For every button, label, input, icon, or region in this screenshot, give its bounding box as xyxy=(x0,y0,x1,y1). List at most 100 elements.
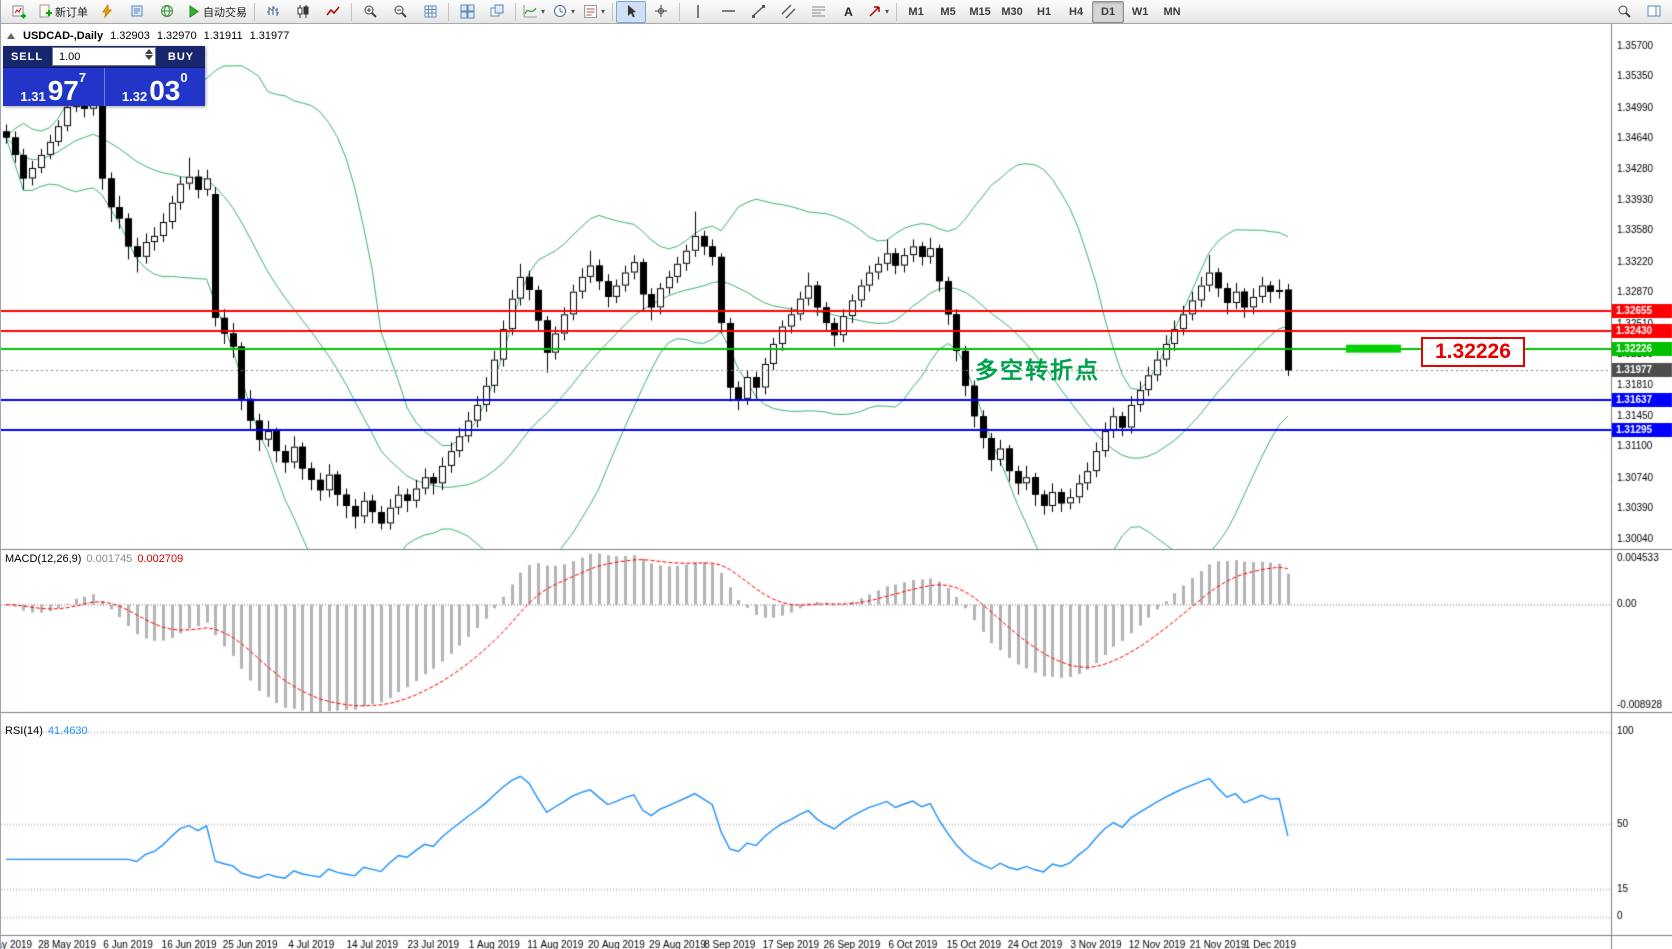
candlestick-chart-button[interactable] xyxy=(288,1,318,23)
line-chart-button[interactable] xyxy=(318,1,348,23)
caret-down-icon: ▾ xyxy=(541,7,546,16)
tf-m30-button-label: M30 xyxy=(1001,5,1023,18)
clock-icon xyxy=(553,4,568,19)
volume-stepper[interactable] xyxy=(145,49,153,60)
vline-icon xyxy=(691,4,706,19)
templates-button[interactable]: ▾ xyxy=(579,1,609,23)
channel-icon xyxy=(781,4,796,19)
tile-windows-button[interactable] xyxy=(452,1,482,23)
tf-mn-button[interactable]: MN xyxy=(1156,1,1188,23)
caret-down-icon: ▾ xyxy=(885,7,890,16)
cursor-button[interactable] xyxy=(616,0,647,23)
horizontal-line-button[interactable] xyxy=(713,1,743,23)
toolbar-right-group xyxy=(1609,1,1669,23)
tf-w1-button[interactable]: W1 xyxy=(1124,1,1156,23)
periods-button[interactable]: ▾ xyxy=(549,1,579,23)
search-icon xyxy=(1617,4,1632,19)
zoom-in-icon xyxy=(363,4,378,19)
sell-price-sup: 7 xyxy=(78,70,87,85)
line-chart-icon xyxy=(325,4,341,19)
caret-down-icon: ▾ xyxy=(571,7,576,16)
autotrading-button[interactable]: 自动交易 xyxy=(182,1,251,23)
ohlc-high: 1.32970 xyxy=(156,30,197,42)
lightning-icon xyxy=(100,4,115,19)
turning-point-annotation[interactable]: 多空转折点 xyxy=(975,357,1100,383)
buy-price[interactable]: 1.32 03 0 xyxy=(105,68,206,106)
rsi-name: RSI(14) xyxy=(5,725,43,737)
tf-m15-button[interactable]: M15 xyxy=(964,1,996,23)
sell-price-small: 1.31 xyxy=(20,89,46,104)
autotrading-button-label: 自动交易 xyxy=(203,6,247,19)
fullscreen-button[interactable] xyxy=(1639,1,1669,23)
data-window-button[interactable] xyxy=(122,1,152,23)
new-chart-button[interactable] xyxy=(4,1,34,23)
template-icon xyxy=(583,4,598,19)
zoom-in-button[interactable] xyxy=(355,1,385,23)
trade-panel-header: SELL 1.00 BUY xyxy=(3,46,205,67)
grid-icon xyxy=(423,4,438,19)
channel-button[interactable] xyxy=(773,1,803,23)
sell-button[interactable]: SELL xyxy=(10,50,44,63)
fibonacci-icon xyxy=(811,4,826,19)
chart-area: USDCAD-,Daily 1.32903 1.32970 1.31911 1.… xyxy=(1,24,1672,949)
volume-down-icon[interactable] xyxy=(145,55,153,60)
tf-m1-button[interactable]: M1 xyxy=(900,1,932,23)
bars-icon xyxy=(266,4,281,19)
new-order-button[interactable]: 新订单 xyxy=(34,1,92,23)
fibonacci-button[interactable] xyxy=(803,1,833,23)
arrows-button[interactable]: ▾ xyxy=(863,1,893,23)
price-callout-label[interactable]: 1.32226 xyxy=(1421,337,1525,367)
buy-button[interactable]: BUY xyxy=(167,50,195,63)
tf-m15-button-label: M15 xyxy=(969,5,991,18)
bar-chart-button[interactable] xyxy=(258,1,288,23)
zoom-out-button[interactable] xyxy=(385,1,415,23)
volume-up-icon[interactable] xyxy=(145,49,153,54)
ohlc-open: 1.32903 xyxy=(110,30,150,42)
sell-price-big: 97 xyxy=(47,75,79,107)
candles-icon xyxy=(296,4,311,19)
globe-icon xyxy=(160,4,175,19)
volume-field[interactable]: 1.00 xyxy=(52,47,156,66)
auto-arrange-button[interactable] xyxy=(415,1,445,23)
indicator-icon xyxy=(523,4,538,19)
web-community-button[interactable] xyxy=(152,1,182,23)
text-button[interactable]: A xyxy=(833,1,863,23)
favorites-button[interactable] xyxy=(92,1,122,23)
one-click-panel-toggle-icon[interactable] xyxy=(7,33,15,39)
one-click-trading-panel: SELL 1.00 BUY 1.31 97 7 1.32 xyxy=(3,46,205,106)
sell-price[interactable]: 1.31 97 7 xyxy=(3,68,105,106)
arrows-icon xyxy=(867,4,882,19)
tf-h4-button-label: H4 xyxy=(1069,5,1084,18)
symbol-header: USDCAD-,Daily 1.32903 1.32970 1.31911 1.… xyxy=(7,30,289,42)
document-icon xyxy=(130,4,145,19)
vertical-line-button[interactable] xyxy=(683,1,713,23)
buy-price-sup: 0 xyxy=(180,70,188,85)
caret-down-icon: ▾ xyxy=(601,7,606,16)
ohlc-close: 1.31977 xyxy=(249,30,290,42)
price-chart-canvas[interactable] xyxy=(1,24,1672,949)
tf-m30-button[interactable]: M30 xyxy=(996,1,1028,23)
crosshair-icon xyxy=(654,4,669,19)
hline-icon xyxy=(721,4,736,19)
toolbar-separator xyxy=(254,2,255,21)
search-button[interactable] xyxy=(1609,1,1639,23)
tf-h1-button[interactable]: H1 xyxy=(1028,1,1060,23)
new-order-icon xyxy=(38,4,53,19)
toolbar: 新订单 自动交易 ▾ ▾ ▾ A ▾ M1 M5 M15 M30 H1 H4 D1 W1 MN xyxy=(1,0,1672,24)
buy-price-small: 1.32 xyxy=(121,89,148,104)
volume-value: 1.00 xyxy=(59,50,81,63)
indicators-button[interactable]: ▾ xyxy=(519,1,549,23)
tf-h4-button[interactable]: H4 xyxy=(1060,1,1092,23)
tf-m5-button-label: M5 xyxy=(940,5,956,18)
trendline-button[interactable] xyxy=(743,1,773,23)
tf-d1-button[interactable]: D1 xyxy=(1092,0,1125,23)
text-icon: A xyxy=(841,4,856,19)
cursor-icon xyxy=(624,4,639,19)
crosshair-button[interactable] xyxy=(646,1,676,23)
tf-w1-button-label: W1 xyxy=(1131,5,1149,18)
tf-m5-button[interactable]: M5 xyxy=(932,1,964,23)
cascade-windows-button[interactable] xyxy=(482,1,512,23)
toolbar-separator xyxy=(515,2,516,21)
panels-icon xyxy=(1647,4,1662,19)
